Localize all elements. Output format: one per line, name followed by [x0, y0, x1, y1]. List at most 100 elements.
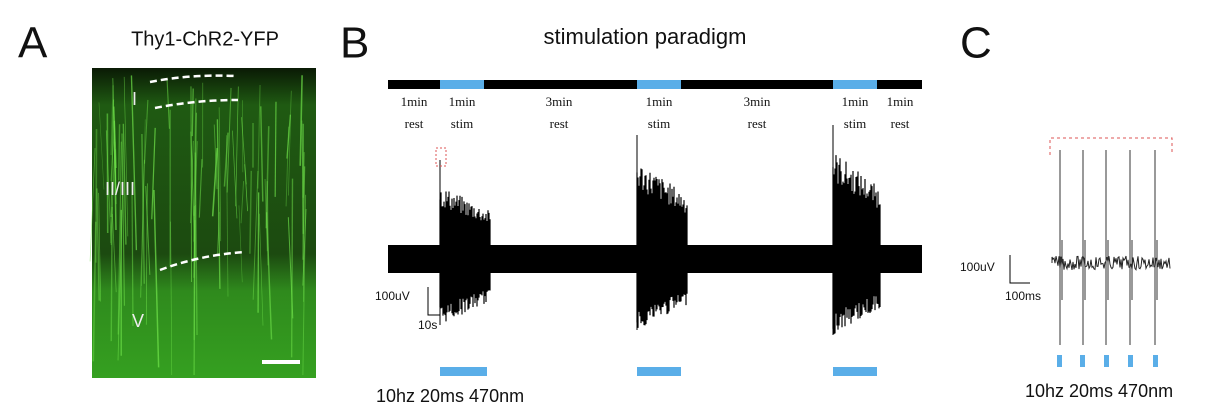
spike: [1082, 150, 1086, 345]
fiber: [144, 99, 149, 164]
fiber: [193, 98, 197, 216]
fiber: [288, 90, 292, 196]
fiber: [117, 184, 124, 361]
segment-label: 1min: [401, 94, 428, 109]
fiber: [98, 102, 105, 190]
zoom-box: [435, 147, 447, 167]
segment-label: rest: [748, 116, 767, 131]
stimulus-label: 10hz 20ms 470nm: [376, 386, 524, 406]
fiber: [98, 192, 101, 302]
trace: [1051, 150, 1171, 345]
fiber: [193, 112, 197, 278]
fiber: [274, 101, 277, 197]
fiber: [265, 126, 270, 229]
panel-label: A: [18, 19, 48, 68]
fiber: [302, 152, 305, 198]
stimulus-label: 10hz 20ms 470nm: [1025, 381, 1173, 401]
burst: [636, 168, 688, 328]
fiber: [151, 127, 156, 220]
fiber: [223, 132, 229, 187]
fiber: [191, 88, 194, 137]
fiber: [145, 183, 148, 325]
fiber: [264, 178, 268, 252]
fiber: [299, 75, 303, 166]
fiber: [123, 76, 129, 237]
fiber: [110, 99, 115, 218]
fiber: [259, 213, 264, 326]
fiber: [114, 149, 117, 194]
fiber: [249, 170, 253, 254]
scale-bar: [427, 287, 440, 316]
fiber: [130, 75, 138, 251]
fiber: [121, 133, 126, 306]
micrograph: [92, 68, 316, 378]
stim-periods: [440, 80, 877, 89]
layer-boundary: [149, 74, 246, 272]
burst: [832, 155, 881, 335]
spike: [1059, 150, 1063, 345]
zoom-bracket: [1049, 137, 1173, 155]
fiber: [193, 141, 198, 242]
segment-label: rest: [891, 116, 910, 131]
scale-label: 100ms: [1005, 289, 1041, 303]
fiber: [117, 124, 121, 181]
burst: [439, 191, 491, 322]
panel-title: Thy1-ChR2-YFP: [131, 28, 279, 50]
fibers: [89, 75, 307, 376]
fiber: [110, 206, 113, 342]
fiber: [122, 123, 127, 245]
fiber: [238, 205, 243, 283]
fiber: [141, 119, 146, 286]
segment-label: 3min: [546, 94, 573, 109]
fiber: [92, 221, 97, 362]
fiber: [265, 212, 273, 340]
segment-label: 1min: [842, 94, 869, 109]
fiber: [153, 189, 160, 368]
fiber: [240, 181, 245, 224]
fiber: [286, 114, 292, 159]
trace: [388, 125, 922, 335]
fiber: [111, 213, 117, 293]
layer-label: I: [132, 89, 137, 109]
layer-label: II/III: [105, 179, 135, 199]
fiber: [218, 107, 222, 242]
stim-bars: [1057, 355, 1158, 367]
scale-bar: [1009, 255, 1030, 284]
fiber: [117, 141, 122, 335]
fiber: [145, 185, 151, 275]
segment-label: 1min: [887, 94, 914, 109]
fiber: [285, 126, 290, 207]
segment-label: 1min: [646, 94, 673, 109]
segment-label: 1min: [449, 94, 476, 109]
fiber: [110, 85, 114, 156]
fiber: [89, 148, 96, 262]
fiber: [211, 148, 218, 217]
fiber: [226, 87, 232, 193]
fiber: [260, 106, 264, 202]
fiber: [95, 128, 98, 263]
fiber: [290, 178, 294, 358]
panel-title: stimulation paradigm: [544, 24, 747, 49]
fiber: [110, 127, 115, 181]
fiber: [232, 130, 238, 219]
segment-label: 3min: [744, 94, 771, 109]
segment-label: rest: [405, 116, 424, 131]
segment-label: stim: [844, 116, 866, 131]
fiber: [252, 171, 259, 300]
segment-label: stim: [648, 116, 670, 131]
fiber: [190, 86, 193, 282]
layer-label: V: [132, 311, 144, 331]
fiber: [166, 79, 171, 129]
spike: [1105, 150, 1109, 345]
scale-bar: [262, 360, 300, 364]
segment-label: stim: [451, 116, 473, 131]
fiber: [244, 164, 248, 212]
fiber: [257, 84, 261, 189]
fiber: [140, 159, 145, 298]
scale-label: 100uV: [375, 289, 410, 303]
panel-label: C: [960, 19, 992, 68]
fiber: [170, 221, 173, 376]
fiber: [266, 181, 269, 266]
fiber: [302, 208, 307, 286]
